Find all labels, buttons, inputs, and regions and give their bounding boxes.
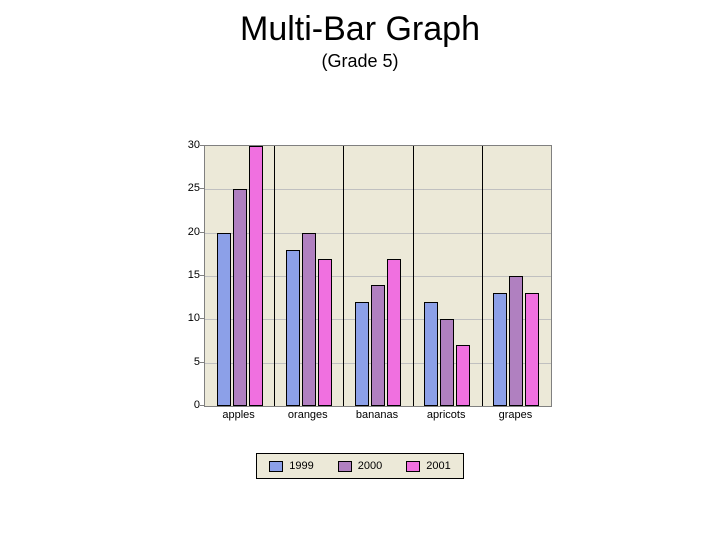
legend-item: 2001: [406, 460, 450, 472]
ytick-mark: [200, 188, 204, 189]
xtick-label: apricots: [427, 409, 466, 421]
page-subtitle: (Grade 5): [0, 51, 720, 72]
legend-swatch: [338, 461, 352, 472]
ytick-mark: [200, 362, 204, 363]
bar: [302, 233, 316, 406]
ytick-mark: [200, 318, 204, 319]
bar: [424, 302, 438, 406]
plot-area: [204, 145, 552, 407]
bar: [456, 345, 470, 406]
ytick-mark: [200, 405, 204, 406]
ytick-label: 15: [172, 269, 200, 281]
legend-label: 1999: [289, 460, 313, 472]
bar: [233, 189, 247, 406]
ytick-label: 20: [172, 226, 200, 238]
group-separator: [482, 146, 483, 406]
bar: [440, 319, 454, 406]
bar: [355, 302, 369, 406]
group-separator: [343, 146, 344, 406]
ytick-label: 10: [172, 312, 200, 324]
bar: [371, 285, 385, 406]
plot-outer: 051015202530applesorangesbananasapricots…: [170, 145, 550, 425]
ytick-label: 30: [172, 139, 200, 151]
bar: [286, 250, 300, 406]
legend: 1999 2000 2001: [256, 453, 463, 479]
ytick-label: 0: [172, 399, 200, 411]
bar: [387, 259, 401, 406]
page-title: Multi-Bar Graph: [0, 10, 720, 49]
legend-item: 2000: [338, 460, 382, 472]
group-separator: [274, 146, 275, 406]
ytick-label: 5: [172, 356, 200, 368]
legend-swatch: [269, 461, 283, 472]
xtick-label: bananas: [356, 409, 398, 421]
bar: [249, 146, 263, 406]
group-separator: [413, 146, 414, 406]
legend-label: 2001: [426, 460, 450, 472]
xtick-label: apples: [222, 409, 254, 421]
legend-item: 1999: [269, 460, 313, 472]
legend-swatch: [406, 461, 420, 472]
xtick-label: oranges: [288, 409, 328, 421]
ytick-label: 25: [172, 182, 200, 194]
bar: [509, 276, 523, 406]
bar: [318, 259, 332, 406]
ytick-mark: [200, 232, 204, 233]
xtick-label: grapes: [499, 409, 533, 421]
bar: [217, 233, 231, 406]
bar: [493, 293, 507, 406]
bar: [525, 293, 539, 406]
ytick-mark: [200, 275, 204, 276]
ytick-mark: [200, 145, 204, 146]
chart-container: 051015202530applesorangesbananasapricots…: [170, 145, 550, 479]
legend-label: 2000: [358, 460, 382, 472]
